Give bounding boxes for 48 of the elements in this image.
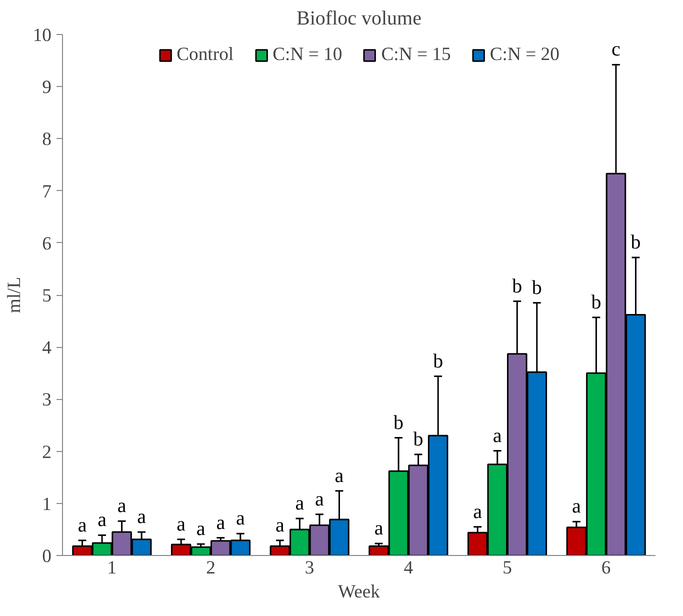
legend-label: C:N = 10 xyxy=(272,44,342,66)
annotation: b xyxy=(413,428,424,450)
annotation: a xyxy=(492,424,502,447)
annotation: b xyxy=(433,350,444,372)
annotation: a xyxy=(176,513,186,536)
x-tick-label: 2 xyxy=(206,558,216,578)
annotation: a xyxy=(196,518,206,540)
annotation: a xyxy=(572,496,581,518)
y-axis-title: ml/L xyxy=(4,276,25,314)
x-tick-label: 6 xyxy=(601,558,611,578)
y-tick-label: 4 xyxy=(42,338,52,359)
annotation: a xyxy=(236,508,245,530)
legend-label: Control xyxy=(176,44,234,66)
x-tick-label: 4 xyxy=(404,558,414,578)
annotation: b xyxy=(532,276,542,299)
annotation: a xyxy=(315,488,324,510)
y-tick-label: 1 xyxy=(42,494,52,515)
y-tick-label: 2 xyxy=(42,442,52,463)
legend-label: C:N = 20 xyxy=(490,44,560,66)
chart-title: Biofloc volume xyxy=(296,8,422,30)
y-tick-label: 0 xyxy=(42,546,52,567)
annotation: b xyxy=(591,291,602,314)
annotation: b xyxy=(512,275,522,298)
y-tick-label: 7 xyxy=(42,181,52,202)
annotation: c xyxy=(612,38,621,61)
annotation: a xyxy=(334,464,344,487)
annotation: b xyxy=(394,412,404,434)
annotation: a xyxy=(98,509,107,532)
annotation: a xyxy=(78,514,87,536)
annotation: b xyxy=(630,231,641,254)
y-tick-label: 5 xyxy=(42,286,52,306)
annotation: a xyxy=(473,500,482,523)
annotation: a xyxy=(216,512,226,534)
x-tick-label: 5 xyxy=(502,558,512,578)
y-tick-label: 8 xyxy=(42,129,52,150)
y-tick-label: 9 xyxy=(42,77,52,98)
annotation: a xyxy=(374,518,384,540)
x-tick-label: 3 xyxy=(304,558,314,578)
annotation: a xyxy=(275,514,284,536)
x-axis-title: Week xyxy=(338,582,381,602)
y-tick-label: 6 xyxy=(42,233,52,254)
y-tick-label: 3 xyxy=(42,390,52,411)
annotation: a xyxy=(117,495,126,518)
annotation: a xyxy=(137,506,146,528)
annotation: a xyxy=(295,492,304,515)
x-tick-label: 1 xyxy=(107,558,117,578)
legend-label: C:N = 15 xyxy=(381,44,451,66)
y-tick-label: 10 xyxy=(32,25,52,46)
